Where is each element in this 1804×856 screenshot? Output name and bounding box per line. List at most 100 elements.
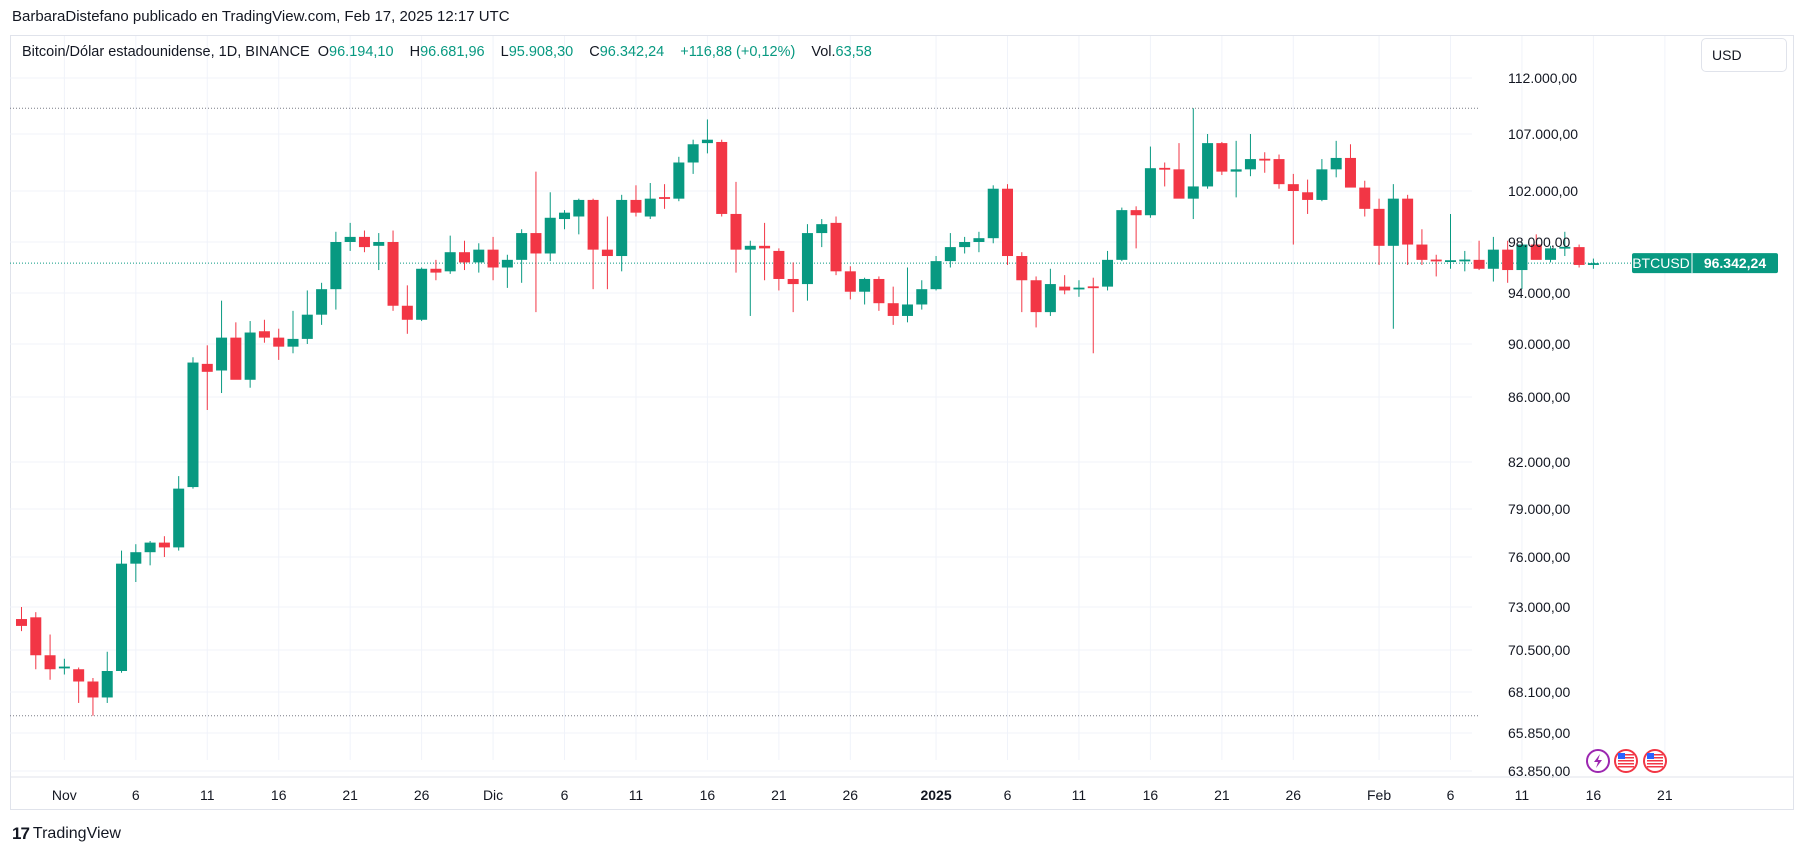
candle-bullish[interactable] [101, 651, 113, 703]
candle-bullish[interactable] [1044, 268, 1056, 316]
candle-bullish[interactable] [287, 310, 299, 354]
candle-bearish[interactable] [87, 678, 99, 716]
candle-bullish[interactable] [330, 231, 342, 310]
candle-bullish[interactable] [573, 198, 585, 235]
candle-bullish[interactable] [559, 210, 571, 230]
candle-bullish[interactable] [1330, 140, 1342, 178]
candle-bullish[interactable] [130, 544, 142, 582]
candle-bearish[interactable] [1216, 141, 1228, 176]
candle-bearish[interactable] [273, 328, 285, 360]
candle-bullish[interactable] [859, 277, 871, 305]
candle-bullish[interactable] [1244, 134, 1256, 177]
candle-bullish[interactable] [501, 254, 513, 288]
candle-bullish[interactable] [1516, 242, 1528, 290]
candle-bearish[interactable] [73, 667, 85, 703]
us-flag-icon[interactable] [1614, 749, 1638, 773]
candle-bearish[interactable] [387, 230, 399, 311]
candle-bullish[interactable] [1559, 231, 1571, 257]
candle-bullish[interactable] [1187, 108, 1199, 220]
candle-bearish[interactable] [1530, 234, 1542, 260]
candle-bullish[interactable] [216, 300, 228, 394]
candle-bullish[interactable] [1587, 258, 1599, 269]
candle-bullish[interactable] [687, 139, 699, 174]
candle-bullish[interactable] [1102, 250, 1114, 291]
candle-bullish[interactable] [916, 280, 928, 310]
candle-bullish[interactable] [901, 267, 913, 323]
candle-bullish[interactable] [944, 233, 956, 268]
candle-bullish[interactable] [1445, 213, 1456, 269]
candle-bullish[interactable] [301, 290, 313, 344]
candle-bullish[interactable] [344, 222, 356, 251]
candle-bullish[interactable] [801, 224, 813, 301]
candle-bearish[interactable] [873, 276, 885, 311]
candle-bearish[interactable] [401, 285, 413, 334]
candle-bearish[interactable] [201, 345, 213, 410]
candle-bearish[interactable] [1416, 229, 1428, 265]
candle-bullish[interactable] [644, 183, 656, 220]
candle-bullish[interactable] [373, 233, 385, 271]
candle-bearish[interactable] [358, 230, 370, 253]
candle-bullish[interactable] [58, 658, 70, 675]
candle-bearish[interactable] [1287, 173, 1299, 245]
candle-bullish[interactable] [673, 156, 685, 202]
candle-bearish[interactable] [1259, 152, 1271, 173]
candle-bearish[interactable] [659, 184, 671, 209]
candle-bullish[interactable] [1459, 250, 1471, 272]
candle-bearish[interactable] [1302, 179, 1314, 214]
candle-bearish[interactable] [487, 236, 499, 281]
candle-bearish[interactable] [1502, 240, 1514, 283]
candle-bullish[interactable] [1545, 245, 1557, 263]
candle-bullish[interactable] [144, 541, 156, 566]
candle-bearish[interactable] [1159, 162, 1171, 187]
candle-bullish[interactable] [930, 256, 942, 291]
candle-bearish[interactable] [1002, 184, 1014, 265]
candle-bullish[interactable] [444, 235, 456, 274]
candle-bullish[interactable] [616, 194, 628, 272]
candle-bullish[interactable] [744, 240, 756, 316]
candle-bearish[interactable] [430, 259, 442, 281]
candle-bullish[interactable] [116, 550, 128, 673]
candle-bearish[interactable] [1059, 275, 1071, 295]
candle-bearish[interactable] [1273, 154, 1285, 189]
candle-bullish[interactable] [1144, 146, 1156, 218]
currency-button[interactable]: USD [1701, 38, 1787, 72]
candle-bearish[interactable] [530, 171, 542, 313]
candle-bearish[interactable] [44, 634, 56, 680]
candle-bullish[interactable] [1316, 159, 1328, 202]
candle-bullish[interactable] [816, 219, 828, 248]
candle-bullish[interactable] [544, 192, 556, 262]
candle-bearish[interactable] [1173, 143, 1185, 199]
candle-bearish[interactable] [1573, 244, 1585, 268]
candle-bearish[interactable] [887, 286, 899, 325]
candle-bullish[interactable] [973, 231, 985, 253]
candle-bearish[interactable] [630, 185, 642, 217]
candle-bullish[interactable] [1116, 207, 1128, 262]
candle-bullish[interactable] [1487, 236, 1499, 282]
candle-bullish[interactable] [416, 267, 428, 322]
candle-bearish[interactable] [1373, 198, 1385, 265]
candle-bearish[interactable] [601, 216, 613, 290]
lightning-icon[interactable] [1586, 749, 1610, 773]
candle-bearish[interactable] [258, 319, 270, 343]
candle-bullish[interactable] [173, 476, 185, 551]
candle-bearish[interactable] [158, 536, 170, 557]
candle-bearish[interactable] [1359, 180, 1371, 217]
candle-bullish[interactable] [701, 119, 713, 154]
candle-bearish[interactable] [759, 222, 771, 281]
candle-bearish[interactable] [773, 248, 785, 291]
candle-bullish[interactable] [1230, 140, 1242, 198]
candle-bearish[interactable] [30, 612, 42, 670]
us-flag-icon[interactable] [1643, 749, 1667, 773]
candle-bullish[interactable] [1202, 134, 1214, 189]
candle-bullish[interactable] [1387, 184, 1399, 329]
candle-bullish[interactable] [473, 243, 485, 273]
candle-bearish[interactable] [230, 322, 242, 380]
candle-bearish[interactable] [1016, 252, 1028, 313]
candle-bullish[interactable] [987, 185, 999, 244]
candle-bullish[interactable] [244, 321, 256, 388]
candle-bearish[interactable] [1130, 206, 1142, 249]
tradingview-logo[interactable]: 17 TradingView [12, 824, 121, 844]
candle-bearish[interactable] [787, 262, 799, 313]
candle-bearish[interactable] [1402, 194, 1414, 265]
